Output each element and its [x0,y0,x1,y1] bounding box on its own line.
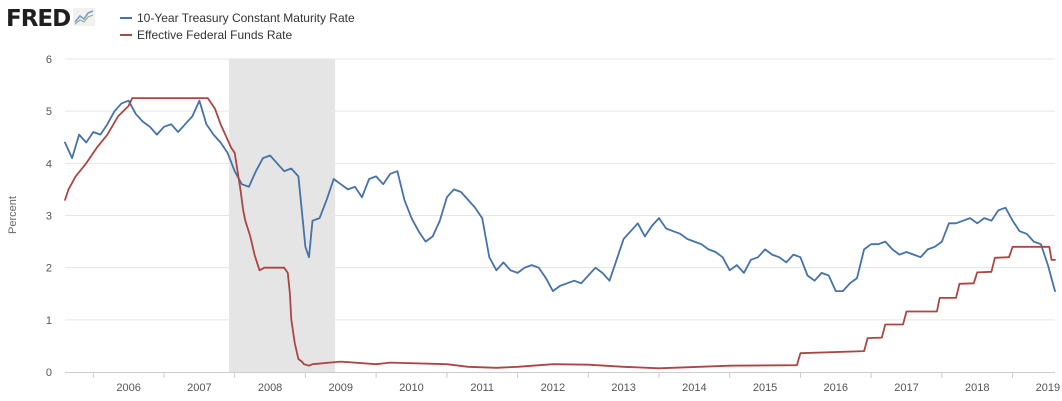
fred-logo[interactable]: FRED [6,6,96,32]
x-tick-label: 2018 [965,382,989,394]
x-tick-label: 2007 [187,382,211,394]
y-tick-label: 5 [46,106,52,118]
x-tick-label: 2009 [329,382,353,394]
y-tick-label: 3 [46,211,52,223]
line-chart-icon [73,7,96,31]
y-axis-ticks: 0 1 2 3 4 5 6 [46,54,52,379]
legend-swatch-treasury [120,16,132,19]
x-tick-label: 2014 [682,382,706,394]
x-tick-label: 2010 [399,382,423,394]
chart-legend: 10-Year Treasury Constant Maturity Rate … [120,9,355,43]
gridlines [65,58,1055,321]
chart-header: FRED 10-Year Treasury Constant Maturity … [0,0,1062,50]
x-tick-label: 2019 [1036,382,1060,394]
y-tick-label: 0 [46,367,52,379]
x-tick-label: 2008 [258,382,282,394]
x-axis-ticks: 2006 2007 2008 2009 2010 2011 2012 2013 2014 2015… [92,372,1060,394]
x-tick-label: 2012 [541,382,565,394]
legend-label-fedfunds: Effective Federal Funds Rate [137,27,293,42]
legend-label-treasury: 10-Year Treasury Constant Maturity Rate [137,10,355,25]
legend-swatch-fedfunds [120,33,132,36]
series-line-fedfunds[interactable] [64,97,1056,370]
fred-logo-text: FRED [6,6,71,32]
x-tick-label: 2015 [753,382,777,394]
x-tick-label: 2017 [894,382,918,394]
x-tick-label: 2011 [470,382,494,394]
y-tick-label: 4 [46,158,52,170]
series-lines [64,97,1056,370]
y-tick-label: 6 [46,54,52,66]
y-tick-label: 1 [46,315,52,327]
y-tick-label: 2 [46,263,52,275]
x-tick-label: 2016 [824,382,848,394]
legend-item-fedfunds[interactable]: Effective Federal Funds Rate [120,26,355,43]
x-tick-label: 2006 [116,382,140,394]
legend-item-treasury[interactable]: 10-Year Treasury Constant Maturity Rate [120,9,355,26]
x-tick-label: 2013 [611,382,635,394]
series-line-treasury[interactable] [64,99,1056,293]
